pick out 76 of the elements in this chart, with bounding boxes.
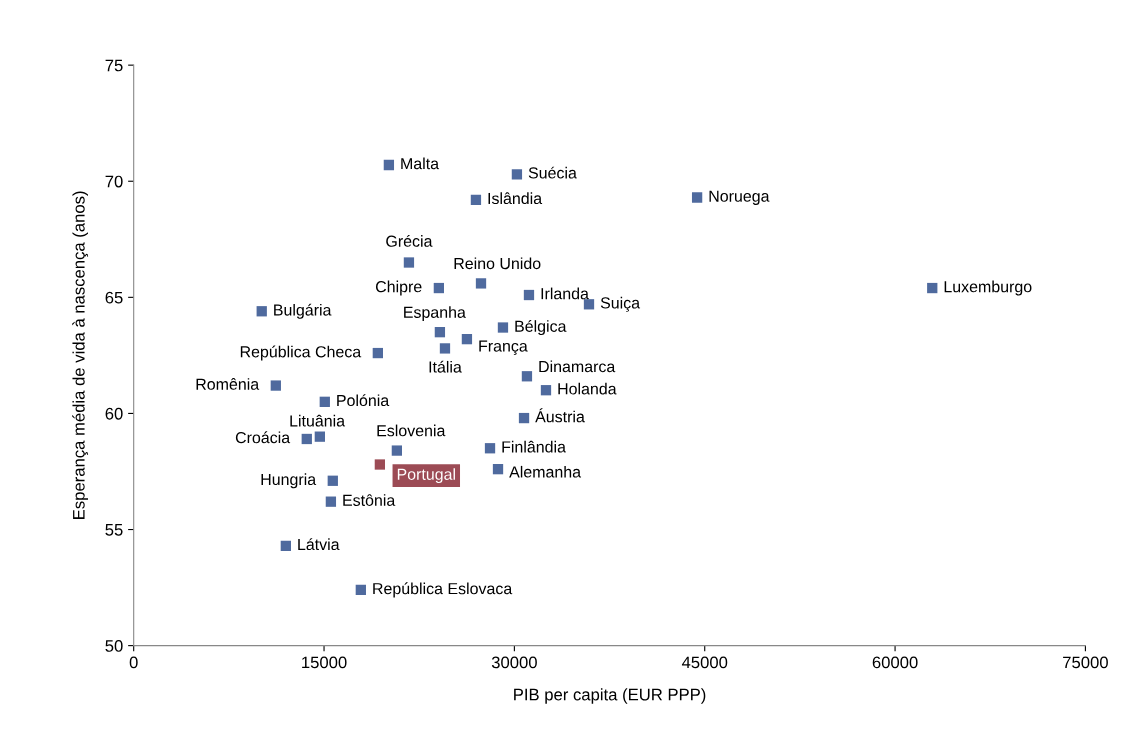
x-tick-label: 75000 <box>1063 656 1108 669</box>
x-tick-label: 0 <box>129 656 138 669</box>
x-axis-title: PIB per capita (EUR PPP) <box>514 688 706 704</box>
point <box>403 257 415 268</box>
annotation: Polónia <box>337 394 390 407</box>
point <box>521 371 533 382</box>
x-tick-label: 30000 <box>491 656 537 669</box>
x-tick-label: 45000 <box>681 656 728 669</box>
point <box>433 282 445 294</box>
annotation: Eslovenia <box>377 424 446 437</box>
point <box>319 396 330 407</box>
y-tick-label: 75 <box>105 59 123 72</box>
point <box>540 385 552 396</box>
point <box>691 192 703 203</box>
annotation: Estônia <box>343 494 396 506</box>
point <box>497 322 509 333</box>
annotation: Látvia <box>298 538 340 551</box>
x-tick-label: 60000 <box>872 656 918 669</box>
annotation: França <box>479 340 528 355</box>
annotation: Dinamarca <box>539 360 616 373</box>
annotation: Reino Unido <box>454 257 541 270</box>
annotation: República Eslovaca <box>373 582 513 598</box>
point <box>391 445 403 456</box>
y-tick-label: 65 <box>105 291 123 304</box>
point <box>374 459 386 470</box>
annotation: Croácia <box>235 431 291 444</box>
annotation: Lituânia <box>290 414 346 427</box>
annotation: Portugal <box>397 468 455 484</box>
annotation: Grécia <box>386 234 433 247</box>
y-tick-label: 60 <box>105 407 123 420</box>
point <box>927 282 938 294</box>
point <box>470 194 482 205</box>
point <box>355 584 366 596</box>
point <box>301 433 312 445</box>
point <box>475 278 487 289</box>
point <box>518 412 530 424</box>
annotation: Romênia <box>196 378 260 390</box>
x-tick-label: 15000 <box>302 656 347 669</box>
point <box>523 289 535 301</box>
point <box>492 464 504 475</box>
annotation: Islândia <box>488 192 543 205</box>
annotation: Espanha <box>404 306 466 322</box>
annotation: Finlândia <box>502 440 566 453</box>
point <box>270 380 281 391</box>
annotation: Itália <box>429 360 462 373</box>
point <box>325 496 337 507</box>
annotation: Bélgica <box>515 319 567 336</box>
y-tick-label: 50 <box>105 640 123 652</box>
y-tick-label: 70 <box>105 175 123 188</box>
annotation: Bulgária <box>274 303 332 319</box>
annotation: Alemanha <box>509 465 582 478</box>
point <box>327 475 338 486</box>
point <box>434 327 446 338</box>
annotation: Hungria <box>261 473 317 489</box>
annotation: Malta <box>401 157 440 170</box>
point <box>461 333 473 345</box>
point <box>439 343 451 354</box>
point <box>256 306 267 317</box>
annotation: Áustria <box>535 408 585 423</box>
point <box>280 540 291 551</box>
y-tick-label: 55 <box>105 524 123 536</box>
annotation: Luxemburgo <box>944 280 1032 296</box>
point <box>383 159 395 171</box>
point <box>511 169 523 180</box>
annotation: República Checa <box>240 345 362 361</box>
annotation: Chipre <box>375 280 422 296</box>
y-axis-title: Esperança média de vida à nascença (anos) <box>72 191 89 519</box>
point <box>314 431 325 442</box>
annotation: Suiça <box>600 296 641 312</box>
point <box>583 299 595 310</box>
point <box>372 347 383 359</box>
annotation: Holanda <box>558 382 617 395</box>
point <box>484 443 496 454</box>
annotation: Suécia <box>528 166 577 179</box>
annotation: Noruega <box>709 190 770 205</box>
annotation: Irlanda <box>541 287 589 300</box>
